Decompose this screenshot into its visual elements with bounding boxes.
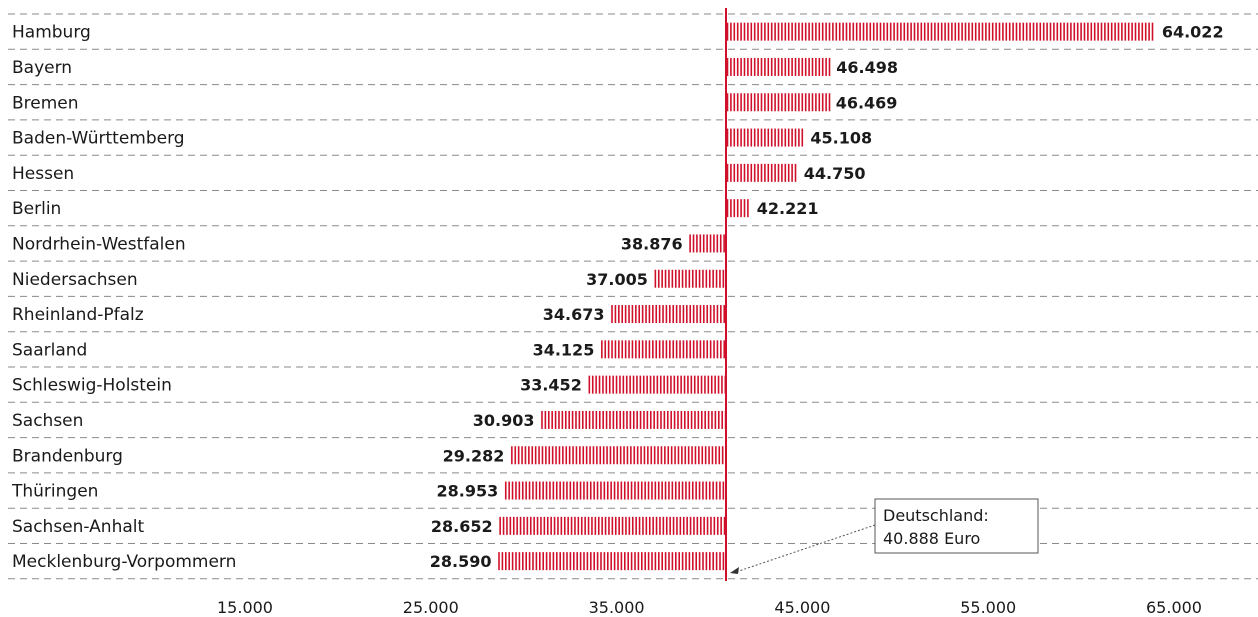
value-label: 46.498 (836, 58, 898, 77)
category-label: Niedersachsen (12, 270, 138, 290)
bar (654, 269, 725, 288)
category-labels: Hamburg Bayern Bremen Baden-Württemberg Hess… (11, 23, 236, 573)
x-axis-ticks: 15.000 25.000 35.000 45.000 55.000 65.000 (217, 598, 1202, 617)
category-label: Schleswig-Holstein (12, 376, 172, 396)
category-label: Bayern (12, 58, 72, 78)
bar (689, 234, 725, 253)
value-label: 38.876 (621, 234, 683, 253)
x-tick-label: 55.000 (960, 598, 1016, 617)
x-tick-label: 25.000 (403, 598, 459, 617)
value-label: 28.953 (436, 482, 498, 501)
category-label: Rheinland-Pfalz (12, 305, 144, 325)
grid-layer (8, 13, 1258, 580)
bar (726, 163, 797, 182)
bar (588, 375, 727, 394)
category-label: Hamburg (12, 23, 91, 43)
x-tick-label: 35.000 (589, 598, 645, 617)
value-label: 42.221 (757, 199, 819, 218)
value-label: 30.903 (473, 411, 535, 430)
value-label: 33.452 (520, 376, 582, 395)
bar (726, 57, 831, 76)
value-label: 34.125 (533, 340, 595, 359)
bar (541, 410, 727, 429)
value-label: 28.590 (430, 552, 492, 571)
bar (498, 552, 725, 571)
x-tick-label: 15.000 (217, 598, 273, 617)
category-label: Saarland (12, 340, 87, 360)
bar (511, 446, 724, 465)
category-label: Brandenburg (12, 446, 123, 466)
category-label: Thüringen (11, 482, 98, 502)
annotation-line1: Deutschland: (883, 506, 989, 525)
value-label: 45.108 (810, 129, 872, 148)
category-label: Mecklenburg-Vorpommern (12, 552, 236, 572)
value-label: 64.022 (1162, 23, 1224, 42)
category-label: Hessen (12, 164, 74, 184)
bars (498, 22, 1154, 571)
value-label: 46.469 (836, 93, 898, 112)
bar (726, 93, 831, 112)
value-label: 34.673 (543, 305, 605, 324)
category-label: Bremen (12, 93, 79, 113)
category-label: Berlin (12, 199, 61, 219)
bar (601, 340, 726, 359)
category-label: Sachsen (12, 411, 83, 431)
category-label: Nordrhein-Westfalen (12, 234, 186, 254)
bar (611, 305, 726, 324)
annotation-arrowhead (729, 567, 739, 574)
annotation-box: Deutschland: 40.888 Euro (729, 498, 1039, 574)
bar (499, 516, 726, 535)
bar (726, 22, 1154, 41)
category-label: Sachsen-Anhalt (12, 517, 144, 537)
annotation-pointer (735, 524, 876, 573)
category-label: Baden-Württemberg (12, 129, 185, 149)
bar (726, 128, 804, 147)
bar (504, 481, 725, 500)
value-label: 28.652 (431, 517, 493, 536)
x-tick-label: 45.000 (774, 598, 830, 617)
annotation-frame (874, 498, 1039, 554)
value-label: 44.750 (804, 164, 866, 183)
x-tick-label: 65.000 (1146, 598, 1202, 617)
value-labels: 64.022 46.498 46.469 45.108 44.750 42.221 38.8… (430, 23, 1224, 572)
value-label: 29.282 (443, 446, 505, 465)
bar (726, 199, 749, 218)
value-label: 37.005 (586, 270, 648, 289)
annotation-line2: 40.888 Euro (883, 529, 980, 548)
